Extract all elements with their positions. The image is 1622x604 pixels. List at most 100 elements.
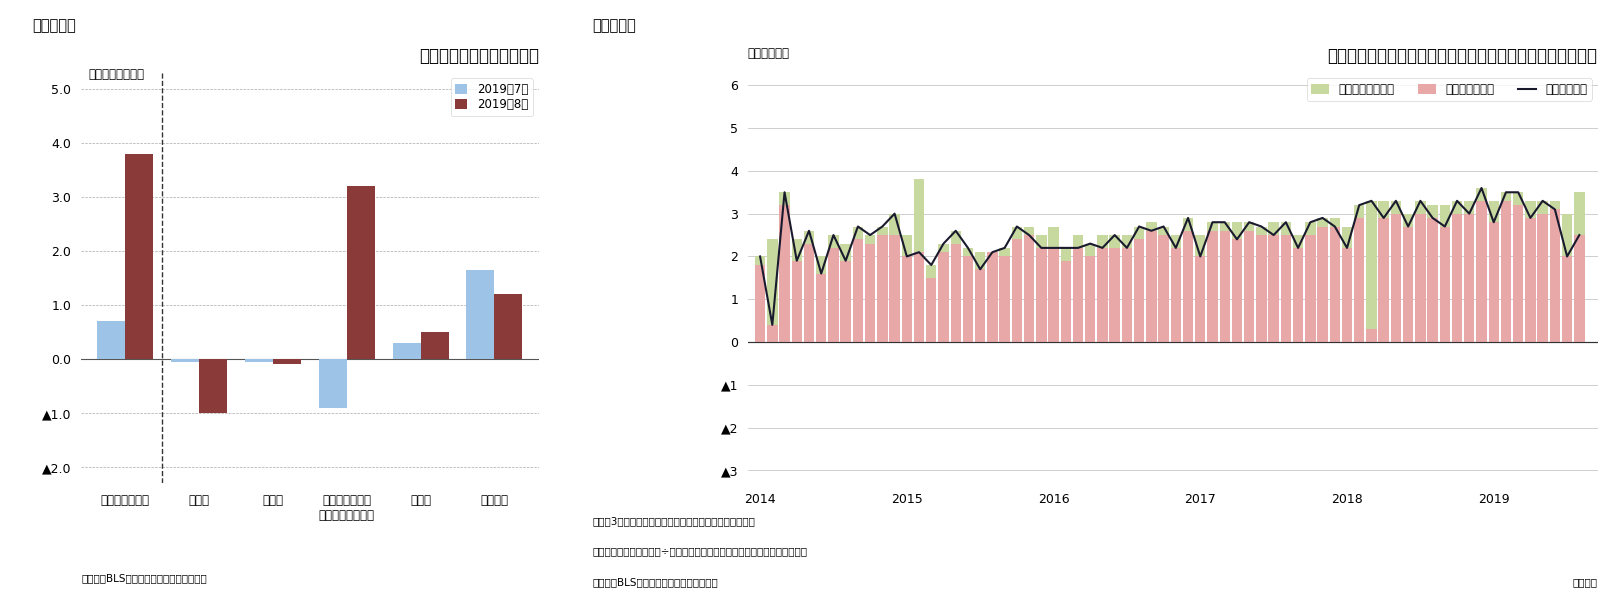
週当たり賃金 [1411,197,1431,204]
Bar [1012,239,1022,342]
Text: 前月分・前々月分の改定幅: 前月分・前々月分の改定幅 [418,47,539,65]
Bar [1525,201,1536,342]
Bar [97,321,125,359]
Bar [1244,231,1254,342]
Bar [200,359,227,413]
Bar [1549,201,1560,210]
Bar [320,359,347,408]
Bar [1244,222,1254,231]
Bar [853,239,863,342]
Bar [1513,192,1523,205]
Bar [902,235,912,257]
Bar [1182,218,1194,231]
Bar [999,248,1011,257]
Bar [1414,201,1426,214]
Bar [245,359,272,362]
週当たり賃金 [1508,188,1528,196]
Bar [926,278,936,342]
Bar [1231,222,1242,239]
Bar [913,179,925,342]
Bar [1562,214,1572,257]
Bar [816,257,827,274]
Bar [1465,201,1474,342]
Bar [1023,226,1035,235]
Bar [878,226,887,235]
Bar [1268,222,1278,342]
Bar [1427,205,1437,342]
Bar [1390,201,1401,214]
Bar [963,257,973,342]
Bar [1147,222,1156,342]
週当たり賃金 [1312,214,1332,222]
Bar [1390,214,1401,342]
Bar [1341,226,1353,248]
Bar [1341,226,1353,342]
Bar [950,231,960,243]
Bar [1281,235,1291,342]
Bar [1317,218,1328,226]
Bar [779,205,790,342]
Bar [902,235,912,342]
Bar [1048,226,1059,248]
Bar [889,214,900,235]
Bar [963,248,973,257]
Bar [1306,235,1315,342]
Text: （図表３）: （図表３） [32,18,76,33]
週当たり賃金 [751,253,770,260]
週当たり賃金 [762,321,782,329]
Bar [272,359,302,364]
Bar [1366,329,1377,342]
Bar [1452,214,1463,342]
Bar [1330,218,1340,226]
Legend: 2019年7月, 2019年8月: 2019年7月, 2019年8月 [451,79,532,116]
Bar [393,342,420,359]
Bar [805,243,814,342]
Bar [1452,201,1463,214]
Bar [1171,235,1181,248]
Bar [1500,192,1512,201]
Bar [816,257,827,342]
Bar [975,252,986,342]
Bar [1085,257,1095,342]
Bar [1403,214,1413,226]
Legend: 週当たり労働時間, 時間当たり賃金, 週当たり賃金: 週当たり労働時間, 時間当たり賃金, 週当たり賃金 [1307,79,1591,101]
Bar [1354,218,1364,342]
週当たり賃金 [1495,188,1515,196]
Bar [1573,192,1585,235]
Bar [1122,235,1132,342]
Bar [840,243,852,342]
Bar [1072,235,1083,248]
Bar [853,226,863,239]
Bar [792,239,801,342]
Bar [1281,222,1291,235]
Bar [1366,201,1377,329]
Bar [1317,226,1328,342]
Bar [1500,201,1512,342]
Bar [1096,235,1108,342]
Bar [754,257,766,265]
Bar [1061,248,1071,261]
Bar [938,243,949,252]
Bar [1489,201,1499,222]
Bar [1072,235,1083,342]
Bar [1158,226,1169,235]
Bar [767,239,777,342]
Bar [829,248,839,342]
Bar [1012,226,1022,239]
Bar [1549,201,1560,342]
Bar [938,252,949,342]
Bar [1306,222,1315,235]
Bar [779,192,790,205]
Bar [913,179,925,252]
Bar [1122,235,1132,248]
Bar [1293,235,1304,342]
Bar [1414,214,1426,342]
Text: （年率、％）: （年率、％） [748,47,790,60]
Bar [1379,201,1388,218]
Bar [1085,243,1095,257]
Bar [754,265,766,342]
Bar [1379,201,1388,342]
Bar [1255,226,1267,235]
Bar [1427,205,1437,218]
Bar [1513,205,1523,342]
